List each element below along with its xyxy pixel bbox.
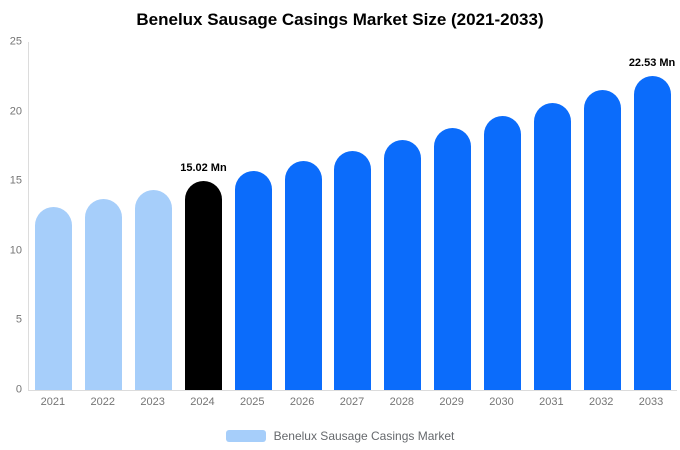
bar-2026[interactable] (284, 161, 322, 390)
bar-slot-2030 (478, 42, 528, 390)
bar-2022[interactable] (85, 198, 123, 390)
bar-2032[interactable] (583, 90, 621, 390)
x-tick-label-2023: 2023 (140, 396, 165, 408)
x-tick-label-2021: 2021 (40, 396, 66, 408)
bar-2028[interactable] (384, 139, 422, 390)
bar-slot-2029 (428, 42, 478, 390)
x-tick-label-2029: 2029 (439, 396, 464, 408)
bar-slot-2023 (129, 42, 179, 390)
bar-slot-2028 (378, 42, 428, 390)
bar-series: 15.02 Mn 22.53 Mn (29, 42, 677, 390)
bar-value-label-2033: 22.53 Mn (628, 57, 676, 70)
y-tick-label: 10 (9, 244, 22, 257)
y-tick-label: 20 (9, 105, 22, 118)
bar-slot-2021 (29, 42, 79, 390)
bar-2025[interactable] (234, 171, 272, 390)
x-tick-label-2031: 2031 (539, 396, 564, 408)
bar-slot-2024: 15.02 Mn (179, 42, 229, 390)
x-tick-label-2026: 2026 (289, 396, 315, 408)
bar-slot-2027 (328, 42, 378, 390)
x-tick-label-2027: 2027 (339, 396, 365, 408)
legend-swatch[interactable] (225, 430, 266, 442)
bar-2030[interactable] (484, 115, 522, 390)
bar-2024[interactable] (184, 180, 222, 390)
x-tick-label-2033: 2033 (638, 396, 664, 408)
bar-2031[interactable] (533, 103, 571, 390)
bar-2029[interactable] (434, 128, 472, 390)
bar-2027[interactable] (334, 150, 372, 390)
bar-slot-2022 (79, 42, 129, 390)
legend: Benelux Sausage Casings Market (0, 429, 680, 443)
plot-area: 15.02 Mn 22.53 Mn (28, 42, 677, 391)
bar-slot-2025 (228, 42, 278, 390)
x-tick-label-2030: 2030 (489, 396, 514, 408)
bar-2021[interactable] (35, 207, 73, 390)
bar-slot-2033: 22.53 Mn (627, 42, 677, 390)
y-axis: 0 5 10 15 20 25 (0, 36, 22, 395)
x-tick-label-2022: 2022 (90, 396, 115, 408)
bar-slot-2026 (278, 42, 328, 390)
x-tick-label-2032: 2032 (588, 396, 614, 408)
x-tick-label-2024: 2024 (190, 396, 215, 408)
x-axis: 2021 2022 2023 2024 2025 2026 2027 2028 2029 2030… (28, 396, 676, 408)
legend-label[interactable]: Benelux Sausage Casings Market (273, 429, 455, 443)
chart-title: Benelux Sausage Casings Market Size (202… (136, 10, 544, 29)
bar-slot-2031 (527, 42, 577, 390)
y-tick-label: 0 (15, 383, 22, 396)
y-tick-label: 25 (9, 35, 22, 48)
bar-value-label-2024: 15.02 Mn (180, 161, 227, 174)
bar-2033[interactable] (633, 76, 671, 390)
x-tick-label-2025: 2025 (240, 396, 265, 408)
x-tick-label-2028: 2028 (389, 396, 415, 408)
bar-2023[interactable] (135, 190, 173, 390)
y-tick-label: 5 (15, 313, 22, 326)
bar-slot-2032 (577, 42, 627, 390)
y-tick-label: 15 (9, 174, 22, 187)
